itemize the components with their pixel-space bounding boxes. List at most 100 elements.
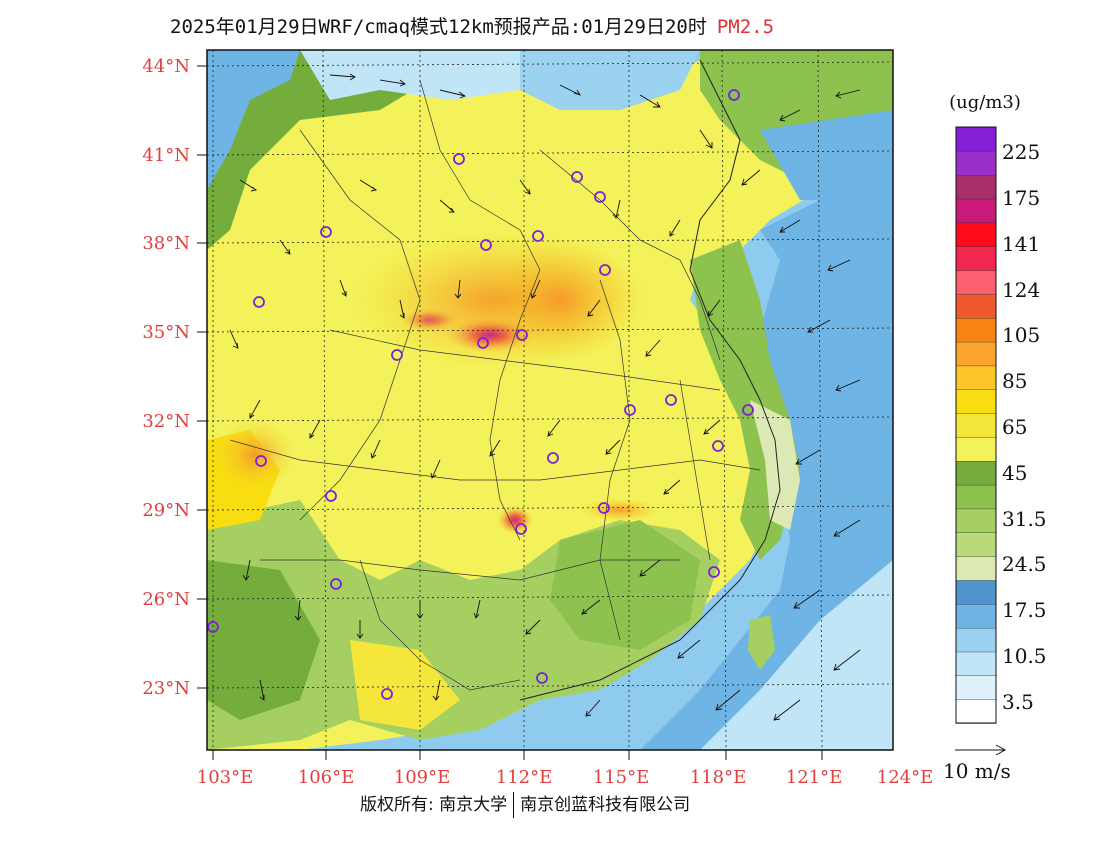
city-marker (255, 455, 267, 467)
colorbar-swatch (955, 460, 997, 486)
copyright-right: 南京创蓝科技有限公司 (520, 795, 691, 815)
colorbar-swatch (955, 293, 997, 319)
city-marker (712, 440, 724, 452)
colorbar-label: 65 (1002, 415, 1027, 439)
lon-label: 124°E (877, 767, 934, 788)
wind-vectors (229, 73, 861, 721)
city-marker (598, 502, 610, 514)
colorbar-swatch (955, 245, 997, 271)
city-marker (325, 490, 337, 502)
city-marker (477, 337, 489, 349)
wind-legend: 10 m/s (943, 744, 1011, 783)
colorbar-swatch (955, 174, 997, 200)
lon-label: 115°E (593, 767, 650, 788)
lat-label: 38°N (142, 233, 190, 254)
city-marker (571, 171, 583, 183)
colorbar-label: 17.5 (1002, 598, 1047, 622)
colorbar-swatch (955, 603, 997, 629)
lat-label: 41°N (142, 145, 190, 166)
colorbar-swatch (955, 126, 997, 152)
city-marker (665, 394, 677, 406)
colorbar-label: 141 (1002, 232, 1040, 256)
city-marker (515, 523, 527, 535)
colorbar-label: 31.5 (1002, 507, 1047, 531)
colorbar-swatch (955, 675, 997, 700)
wind-legend-label: 10 m/s (943, 759, 1011, 783)
land-fill (207, 60, 893, 750)
city-marker (536, 672, 548, 684)
colorbar-swatch (955, 484, 997, 510)
city-markers (207, 89, 754, 700)
colorbar-label: 175 (1002, 186, 1040, 210)
coastline (519, 59, 781, 701)
city-marker (381, 688, 393, 700)
lat-label: 23°N (142, 678, 190, 699)
city-marker (480, 239, 492, 251)
colorbar-swatch (955, 389, 997, 414)
map-panel (207, 50, 893, 750)
colorbar-label: 24.5 (1002, 552, 1047, 576)
colorbar-swatch (955, 579, 997, 605)
lon-label: 103°E (197, 767, 254, 788)
colorbar-label: 3.5 (1002, 690, 1034, 714)
lat-label: 26°N (142, 589, 190, 610)
colorbar-swatch (955, 508, 997, 533)
colorbar-swatch (955, 198, 997, 224)
city-marker (624, 404, 636, 416)
city-marker (391, 349, 403, 361)
city-marker (742, 404, 754, 416)
graticule (207, 50, 893, 750)
city-marker (532, 230, 544, 242)
city-marker (330, 578, 342, 590)
colorbar-swatch (955, 412, 997, 438)
lat-label: 35°N (142, 322, 190, 343)
city-marker (253, 296, 265, 308)
city-marker (453, 153, 465, 165)
city-marker (320, 226, 332, 238)
footer-divider (513, 792, 515, 818)
colorbar-swatch (955, 150, 997, 176)
city-marker (547, 452, 559, 464)
colorbar-label: 45 (1002, 461, 1027, 485)
colorbar-swatch (955, 317, 997, 343)
variable-name: PM2.5 (716, 16, 775, 38)
lon-label: 109°E (394, 767, 451, 788)
colorbar-swatch (955, 222, 997, 247)
city-marker (728, 89, 740, 101)
colorbar-swatch (955, 436, 997, 462)
colorbar-swatch (955, 532, 997, 557)
city-marker (207, 621, 219, 633)
colorbar-swatch (955, 555, 997, 581)
map-frame (206, 49, 894, 751)
colorbar-label: 85 (1002, 369, 1027, 393)
colorbar-swatch (955, 269, 997, 295)
colorbar-swatch (955, 365, 997, 390)
map-title: 2025年01月29日WRF/cmaq模式12km预报产品:01月29日20时 P… (170, 12, 774, 39)
lon-label: 118°E (690, 767, 747, 788)
hotspot-central (445, 317, 535, 353)
province-borders (229, 79, 761, 691)
colorbar-swatch (955, 698, 997, 724)
city-marker (516, 329, 528, 341)
colorbar-label: 105 (1002, 323, 1040, 347)
colorbar-frame (955, 126, 997, 724)
city-marker (599, 264, 611, 276)
lat-label: 29°N (142, 500, 190, 521)
title-text: 2025年01月29日WRF/cmaq模式12km预报产品:01月29日20时 (170, 16, 707, 38)
lon-label: 121°E (786, 767, 843, 788)
city-marker (708, 566, 720, 578)
colorbar-label: 124 (1002, 278, 1040, 302)
colorbar-swatch (955, 341, 997, 367)
colorbar-swatch (955, 627, 997, 653)
lat-label: 44°N (142, 56, 190, 77)
colorbar-label: 10.5 (1002, 644, 1047, 668)
city-marker (594, 191, 606, 203)
lon-label: 112°E (496, 767, 553, 788)
colorbar (955, 126, 997, 724)
wind-arrow-icon (995, 744, 1007, 756)
copyright-left: 版权所有: 南京大学 (360, 795, 508, 815)
copyright-footer: 版权所有: 南京大学 南京创蓝科技有限公司 (360, 790, 690, 818)
colorbar-label: 225 (1002, 140, 1040, 164)
colorbar-unit: (ug/m3) (949, 92, 1021, 113)
